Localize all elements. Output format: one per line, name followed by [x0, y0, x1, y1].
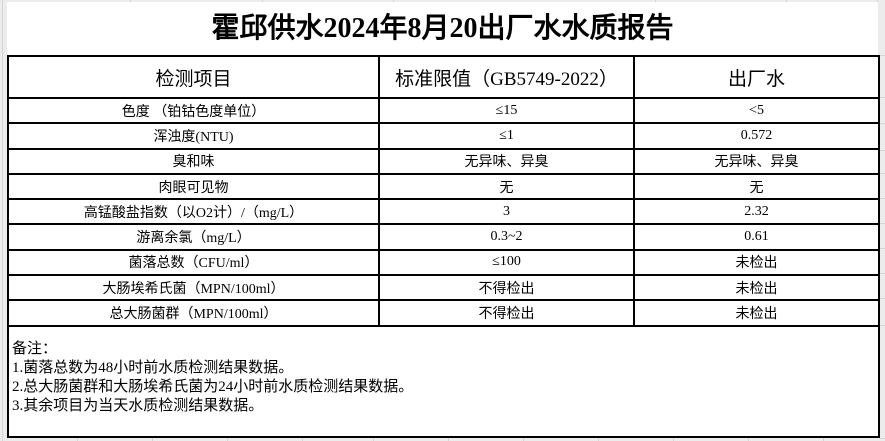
cell-factory-water: 0.61 [633, 223, 880, 251]
cell-factory-water: 0.572 [633, 122, 880, 150]
gridline-tick-right [879, 55, 885, 56]
gridline-tick-right [879, 438, 885, 439]
cell-standard-limit: 无 [378, 172, 635, 201]
cell-standard-limit: 不得检出 [378, 274, 635, 302]
table-body: 色度 （铂钴色度单位） ≤15 <5 浑浊度(NTU) ≤1 0.572 臭和味 无异味、异臭… [7, 96, 880, 327]
table-row: 肉眼可见物无无 [7, 172, 880, 201]
gridline-tick-top [786, 0, 787, 2]
gridline-tick-right [879, 198, 885, 199]
gridline-tick-top [655, 0, 656, 2]
cell-parameter: 色度 （铂钴色度单位） [7, 96, 380, 125]
table-row: 浑浊度(NTU) ≤1 0.572 [7, 122, 880, 150]
table-row: 臭和味 无异味、异臭 无异味、异臭 [7, 147, 880, 175]
gridline-tick-bottom [673, 438, 674, 441]
note-item: 1.菌落总数为48小时前水质检测结果数据。 [12, 359, 294, 376]
cell-standard-limit: 3 [378, 198, 635, 226]
cell-factory-water: 无异味、异臭 [633, 147, 880, 175]
cell-factory-water: 未检出 [633, 248, 880, 277]
report-title: 霍邱供水2024年8月20出厂水水质报告 [211, 13, 674, 44]
cell-factory-water: 无 [633, 172, 880, 201]
cell-parameter: 游离余氯（mg/L） [7, 223, 380, 251]
gridline-tick-right [879, 325, 885, 326]
gridline-tick-top [262, 0, 263, 2]
gridline-tick-bottom [152, 438, 153, 441]
gridline-tick-bottom [823, 438, 824, 441]
gridline-tick-right [879, 273, 885, 274]
table-row: 游离余氯（mg/L） 0.3~2 0.61 [7, 223, 880, 251]
gridline-tick-bottom [227, 438, 228, 441]
gridline-tick-bottom [523, 438, 524, 441]
notes-cell: 备注： 1.菌落总数为48小时前水质检测结果数据。 2.总大肠菌群和大肠埃希氏菌为… [7, 324, 880, 439]
gridline-tick-top [130, 0, 131, 2]
gridline-tick-bottom [77, 438, 78, 441]
table-row: 大肠埃希氏菌（MPN/100ml） 不得检出 未检出 [7, 274, 880, 302]
gridline-left [2, 0, 3, 441]
table-row: 菌落总数（CFU/ml） ≤100 未检出 [7, 248, 880, 277]
cell-standard-limit: ≤100 [378, 248, 635, 277]
header-parameter: 检测项目 [7, 55, 380, 99]
cell-parameter: 大肠埃希氏菌（MPN/100ml） [7, 274, 380, 302]
water-quality-table: 检测项目 标准限值（GB5749-2022） 出厂水 色度 （铂钴色度单位） ≤1… [7, 55, 880, 439]
cell-standard-limit: ≤1 [378, 122, 635, 150]
cell-standard-limit: ≤15 [378, 96, 635, 125]
cell-factory-water: 未检出 [633, 274, 880, 302]
cell-parameter: 臭和味 [7, 147, 380, 175]
cell-parameter: 肉眼可见物 [7, 172, 380, 201]
gridline-tick-bottom [748, 438, 749, 441]
report-sheet: 霍邱供水2024年8月20出厂水水质报告 检测项目 标准限值（GB5749-20… [7, 2, 880, 439]
note-item: 3.其余项目为当天水质检测结果数据。 [12, 397, 264, 414]
gridline-tick-bottom [598, 438, 599, 441]
notes-list: 1.菌落总数为48小时前水质检测结果数据。 2.总大肠菌群和大肠埃希氏菌为24小时… [12, 359, 874, 416]
cell-standard-limit: 不得检出 [378, 299, 635, 327]
gridline-tick-right [879, 298, 885, 299]
gridline-tick-bottom [448, 438, 449, 441]
gridline-tick-right [879, 97, 885, 98]
table-row: 色度 （铂钴色度单位） ≤15 <5 [7, 96, 880, 125]
header-factory-water: 出厂水 [633, 55, 880, 99]
notes-label: 备注： [12, 340, 58, 357]
cell-parameter: 菌落总数（CFU/ml） [7, 248, 380, 277]
gridline-tick-right [879, 223, 885, 224]
cell-factory-water: <5 [633, 96, 880, 125]
gridline-tick-right [879, 248, 885, 249]
table-row: 高锰酸盐指数（以O2计）/（mg/L） 3 2.32 [7, 198, 880, 226]
gridline-tick-right [879, 123, 885, 124]
cell-factory-water: 2.32 [633, 198, 880, 226]
table-header-row: 检测项目 标准限值（GB5749-2022） 出厂水 [7, 55, 880, 99]
gridline-tick-bottom [302, 438, 303, 441]
header-standard-limit: 标准限值（GB5749-2022） [378, 55, 635, 99]
note-item: 2.总大肠菌群和大肠埃希氏菌为24小时前水质检测结果数据。 [12, 378, 414, 395]
gridline-tick-right [879, 173, 885, 174]
cell-parameter: 总大肠菌群（MPN/100ml） [7, 299, 380, 327]
gridline-tick-bottom [373, 438, 374, 441]
cell-standard-limit: 0.3~2 [378, 223, 635, 251]
cell-standard-limit: 无异味、异臭 [378, 147, 635, 175]
gridline-tick-top [393, 0, 394, 2]
cell-parameter: 浑浊度(NTU) [7, 122, 380, 150]
cell-factory-water: 未检出 [633, 299, 880, 327]
notes-row: 备注： 1.菌落总数为48小时前水质检测结果数据。 2.总大肠菌群和大肠埃希氏菌为… [7, 324, 880, 439]
table-row: 总大肠菌群（MPN/100ml） 不得检出 未检出 [7, 299, 880, 327]
cell-parameter: 高锰酸盐指数（以O2计）/（mg/L） [7, 198, 380, 226]
gridline-tick-right [879, 150, 885, 151]
